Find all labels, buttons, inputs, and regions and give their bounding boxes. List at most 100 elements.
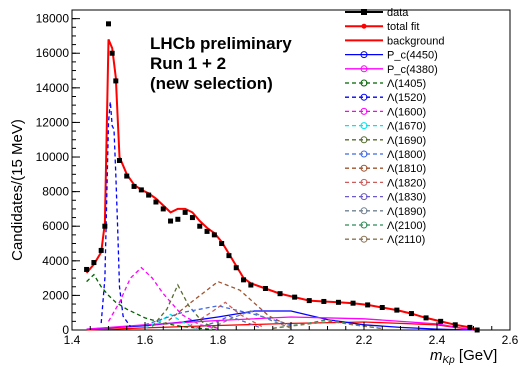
legend-label: Λ(1405) <box>387 78 426 90</box>
y-tick-label: 12000 <box>36 115 70 129</box>
data-point <box>146 192 152 198</box>
data-point <box>116 157 122 163</box>
data-point <box>350 300 356 306</box>
y-tick-label: 2000 <box>42 288 69 302</box>
legend-label: total fit <box>387 21 419 33</box>
data-point <box>175 216 181 222</box>
legend-item: Λ(2110) <box>345 234 425 246</box>
data-point <box>189 215 195 221</box>
series-line-7 <box>107 266 219 329</box>
data-points <box>84 21 480 333</box>
data-point <box>233 265 239 271</box>
series-line-6 <box>100 101 131 327</box>
legend-marker <box>361 23 367 29</box>
legend-label: Λ(1670) <box>387 121 426 133</box>
data-point <box>182 209 188 215</box>
x-tick-label: 2 <box>288 333 295 347</box>
data-point <box>131 183 137 189</box>
data-point <box>248 282 254 288</box>
legend-item: Λ(1800) <box>345 149 426 161</box>
annotation-block: LHCb preliminary Run 1 + 2 (new selectio… <box>150 34 292 93</box>
legend-marker <box>360 178 368 186</box>
legend-marker <box>360 235 368 243</box>
data-point <box>106 21 111 27</box>
series-line-14 <box>210 310 292 329</box>
series-line-5 <box>86 273 219 331</box>
x-tick-label: 2.6 <box>502 333 519 347</box>
data-point <box>219 241 225 247</box>
data-point <box>365 302 371 308</box>
legend-marker <box>360 207 368 215</box>
data-point <box>98 247 104 253</box>
legend-marker <box>360 164 368 172</box>
legend-marker <box>360 150 368 158</box>
data-point <box>138 187 144 193</box>
annotation-run: Run 1 + 2 <box>150 54 226 73</box>
legend-marker <box>360 65 368 73</box>
legend-marker <box>360 122 368 130</box>
x-tick-label: 2.4 <box>429 333 446 347</box>
x-axis-label: mKp [GeV] <box>430 347 497 366</box>
data-point <box>109 50 115 56</box>
legend-item: data <box>345 7 409 19</box>
legend-label: Λ(1800) <box>387 149 426 161</box>
legend-label: background <box>387 35 445 47</box>
plot-area-frame <box>71 9 511 331</box>
legend-item: Λ(1405) <box>345 78 426 90</box>
legend: data total fit background P_c(4450) P_c(4380… <box>345 7 445 246</box>
legend-label: P_c(4450) <box>387 50 438 62</box>
legend-label: Λ(1830) <box>387 192 426 204</box>
legend-marker <box>361 9 367 15</box>
data-point <box>168 218 174 224</box>
legend-label: Λ(1520) <box>387 92 426 104</box>
data-point <box>102 223 108 229</box>
data-point <box>474 327 480 333</box>
annotation-selection: (new selection) <box>150 74 273 93</box>
legend-item: Λ(2100) <box>345 220 426 232</box>
legend-item: Λ(1820) <box>345 177 426 189</box>
data-point <box>292 294 298 300</box>
series-line-16 <box>272 320 383 330</box>
axes: 1.4 1.6 1.8 2 2.2 2.4 2.6 0 2000 4000 6000 8000 1000… <box>36 9 519 347</box>
legend-marker <box>360 136 368 144</box>
series-line-11 <box>162 280 292 328</box>
data-point <box>124 173 130 179</box>
legend-item: Λ(1830) <box>345 192 426 204</box>
x-tick-label: 2.2 <box>356 333 373 347</box>
legend-marker <box>360 107 368 115</box>
legend-item: Λ(1890) <box>345 206 426 218</box>
y-tick-label: 10000 <box>36 150 70 164</box>
legend-label: Λ(1810) <box>387 163 426 175</box>
legend-item: background <box>345 35 445 47</box>
data-point <box>379 305 385 311</box>
legend-marker <box>360 93 368 101</box>
legend-item: Λ(1810) <box>345 163 426 175</box>
data-point <box>335 299 341 305</box>
y-tick-label: 18000 <box>36 12 70 26</box>
data-point <box>153 199 159 205</box>
data-point <box>113 78 119 84</box>
data-point <box>438 318 444 324</box>
legend-marker <box>360 51 368 59</box>
legend-label: Λ(1600) <box>387 106 426 118</box>
series-line-12 <box>188 301 263 328</box>
legend-item: Λ(1670) <box>345 121 426 133</box>
data-point <box>226 253 232 259</box>
data-point <box>241 277 247 283</box>
legend-label: Λ(1690) <box>387 135 426 147</box>
legend-marker <box>360 221 368 229</box>
data-point <box>84 266 90 272</box>
x-tick-label: 1.6 <box>137 333 154 347</box>
data-point <box>277 291 283 297</box>
y-tick-label: 4000 <box>42 254 69 268</box>
legend-label: P_c(4380) <box>387 64 438 76</box>
legend-item: Λ(1690) <box>345 135 426 147</box>
series-line-13 <box>195 315 263 329</box>
data-point <box>467 324 473 330</box>
y-tick-label: 14000 <box>36 81 70 95</box>
legend-marker <box>360 79 368 87</box>
y-tick-label: 6000 <box>42 219 69 233</box>
data-point <box>197 223 203 229</box>
x-tick-label: 1.4 <box>64 333 81 347</box>
